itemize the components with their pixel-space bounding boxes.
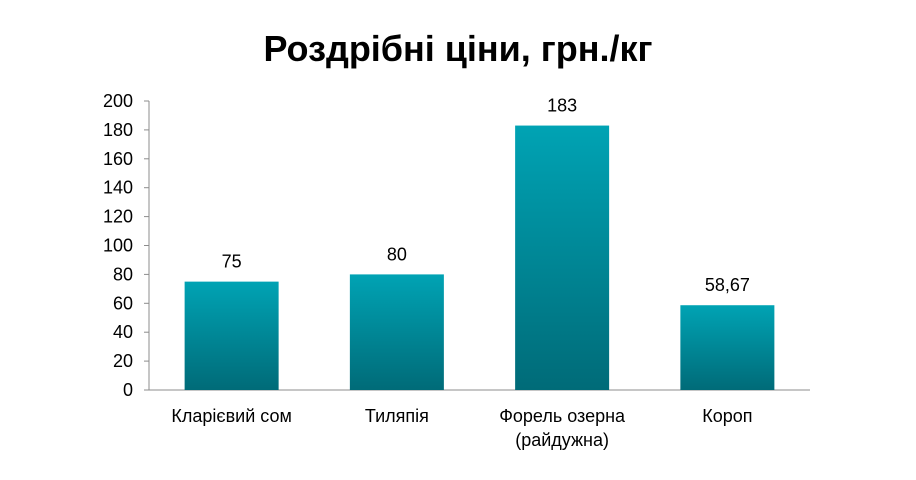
- y-tick-label: 80: [113, 264, 133, 284]
- x-category-label: Короп: [702, 406, 752, 426]
- y-tick-label: 140: [103, 178, 133, 198]
- y-tick-label: 200: [103, 91, 133, 111]
- y-tick-label: 180: [103, 120, 133, 140]
- chart-bars: [184, 125, 775, 390]
- y-tick-label: 0: [123, 380, 133, 400]
- chart-title: Роздрібні ціни, грн./кг: [263, 28, 653, 69]
- x-category-label: Кларієвий сом: [171, 406, 291, 426]
- chart-labels: 75 Кларієвий сом 80 Тиляпія 183 Форель озерна…: [171, 96, 752, 450]
- bar: [349, 274, 444, 390]
- data-label: 183: [547, 96, 577, 116]
- y-tick-label: 100: [103, 236, 133, 256]
- x-category-label: Тиляпія: [365, 406, 429, 426]
- y-tick-label: 20: [113, 351, 133, 371]
- data-label: 80: [387, 244, 407, 264]
- y-tick-label: 40: [113, 322, 133, 342]
- data-label: 58,67: [705, 275, 750, 295]
- data-label: 75: [222, 252, 242, 272]
- bar: [680, 305, 775, 390]
- bar: [515, 125, 610, 390]
- y-tick-label: 60: [113, 293, 133, 313]
- x-category-label: (райдужна): [515, 430, 609, 450]
- y-tick-label: 120: [103, 207, 133, 227]
- x-category-label: Форель озерна: [499, 406, 626, 426]
- chart-axes: 0 20 40 60 80 100 120 140 160 180 200: [103, 91, 810, 400]
- bar: [184, 281, 279, 390]
- y-tick-label: 160: [103, 149, 133, 169]
